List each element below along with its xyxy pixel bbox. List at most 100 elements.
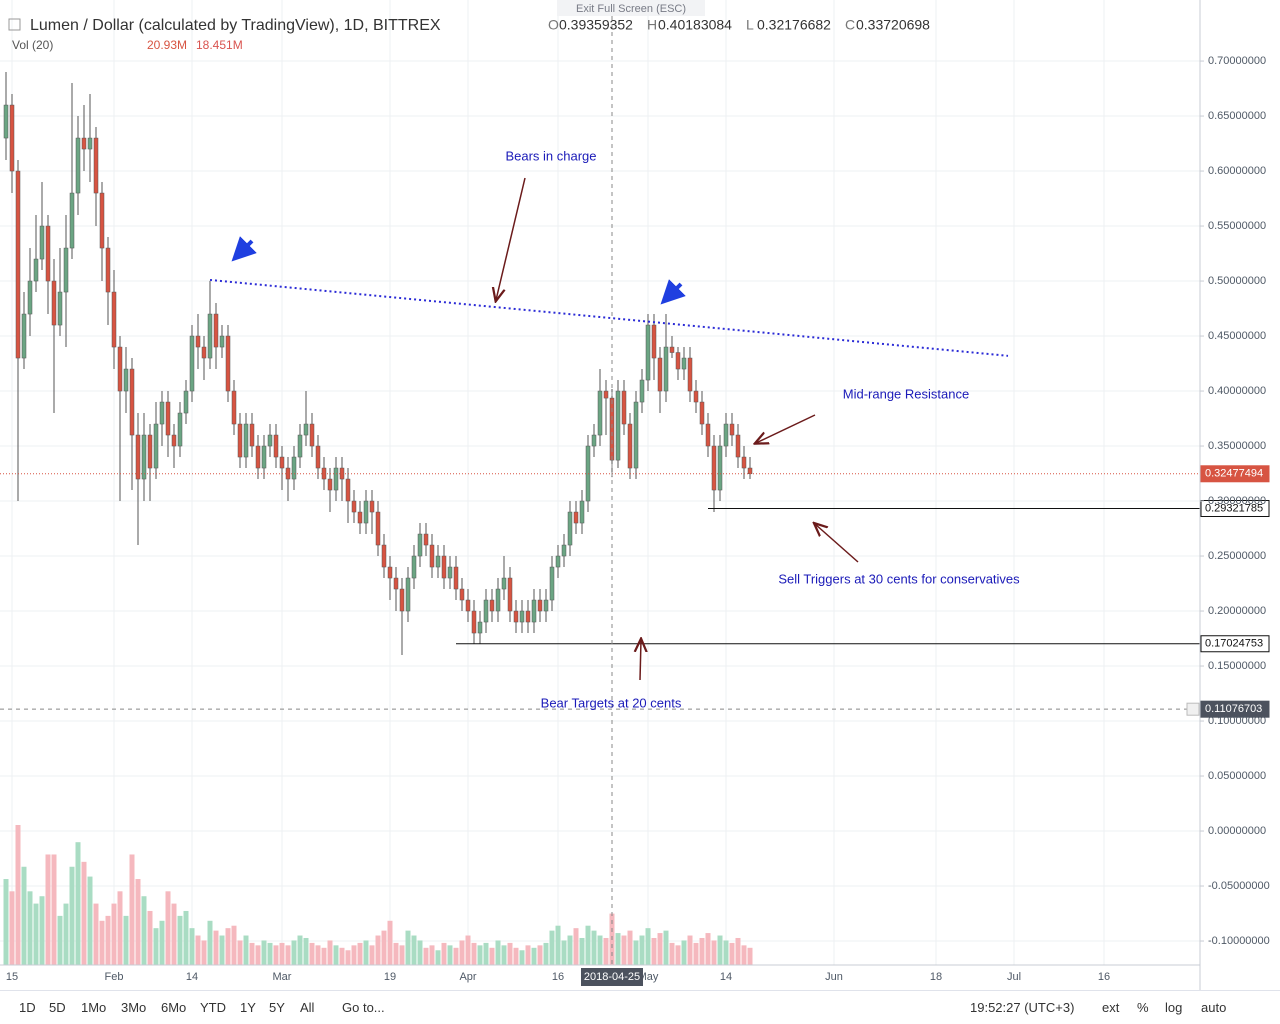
candle-body [435,555,441,568]
arrow [815,524,859,563]
volume-bar [699,937,705,965]
volume-bar [351,945,357,965]
volume-bar [57,915,63,965]
volume-bar [225,928,231,965]
candle-body [75,137,81,194]
candle-body [531,599,537,623]
candle-body [747,467,753,475]
clock: 19:52:27 (UTC+3) [970,1000,1075,1015]
annotation: Bear Targets at 20 cents [541,695,682,710]
volume-bar [435,950,441,965]
candle-body [591,434,597,447]
option-button[interactable]: % [1137,1000,1149,1015]
range-button[interactable]: YTD [200,1000,226,1015]
candle-body [57,291,63,326]
volume-bar [15,825,21,965]
candle-body [147,434,153,469]
candle-body [51,280,57,326]
candle-body [603,390,609,399]
volume-bar [477,945,483,965]
candle-body [699,401,705,425]
volume-bar [9,891,15,965]
range-button[interactable]: 3Mo [121,1000,147,1015]
volume-bar [105,915,111,965]
option-button[interactable]: log [1165,1000,1183,1015]
candle-body [453,566,459,590]
candle-body [501,577,507,590]
volume-bar [69,866,75,965]
range-button[interactable]: 1Mo [81,1000,107,1015]
range-button[interactable]: 5Y [269,1000,285,1015]
range-button[interactable]: 1Y [240,1000,256,1015]
goto-button[interactable]: Go to... [342,1000,385,1015]
candle-body [297,434,303,458]
volume-bar [129,854,135,965]
candle-body [555,555,561,568]
volume-bar [63,903,69,965]
x-tick-label: 16 [1098,971,1110,983]
volume-bar [75,842,81,965]
volume-bar [375,935,381,965]
volume-bar [741,945,747,965]
collapse-icon[interactable] [8,18,21,31]
volume-bar [423,947,429,965]
annotation: Bears in charge [505,148,596,163]
option-button[interactable]: ext [1102,1000,1120,1015]
volume-bar [387,920,393,965]
volume-bar [489,947,495,965]
candle-body [429,544,435,568]
ohlc-value: 0.33720698 [856,17,930,33]
exit-fullscreen[interactable] [557,0,705,16]
volume-bar [573,928,579,965]
volume-bar [633,940,639,965]
candle-body [87,137,93,150]
candle-body [621,390,627,425]
candle-body [9,104,15,172]
volume-bar [183,910,189,965]
range-button[interactable]: 1D [19,1000,36,1015]
y-tick-label: -0.05000000 [1208,880,1270,892]
volume-bar [471,942,477,965]
x-tick-label: 15 [6,971,18,983]
range-button[interactable]: All [300,1000,315,1015]
candle-body [369,500,375,513]
candle-body [489,599,495,612]
volume-bar [153,928,159,965]
candle-body [663,346,669,392]
volume-bar [675,945,681,965]
volume-bar [663,930,669,965]
candle-body [609,397,615,461]
candle-body [15,170,21,359]
range-button[interactable]: 5D [49,1000,66,1015]
candle-body [69,192,75,249]
candle-body [273,434,279,458]
candle-body [627,423,633,469]
volume-bar [645,928,651,965]
exit-fullscreen-label[interactable]: Exit Full Screen (ESC) [576,3,686,15]
y-tick-label: 0.10000000 [1208,715,1266,727]
candle-body [225,335,231,392]
candle-body [363,500,369,524]
pointer-icon [231,236,257,262]
candle-body [135,434,141,480]
volume-bar [621,935,627,965]
volume-bar [531,947,537,965]
volume-bar [669,942,675,965]
volume-bar [381,930,387,965]
candle-body [387,566,393,579]
y-tick-label: 0.20000000 [1208,605,1266,617]
volume-bar [201,940,207,965]
volume-bar [87,876,93,965]
candle-body [675,352,681,370]
chart-title: Lumen / Dollar (calculated by TradingVie… [30,17,441,34]
volume-bar [519,950,525,965]
range-button[interactable]: 6Mo [161,1000,187,1015]
volume-bar [393,942,399,965]
volume-bar [207,920,213,965]
candle-body [711,445,717,491]
candle-body [579,500,585,524]
volume-bar [291,940,297,965]
option-button[interactable]: auto [1201,1000,1227,1015]
price-tag-label: 0.32477494 [1205,468,1263,480]
